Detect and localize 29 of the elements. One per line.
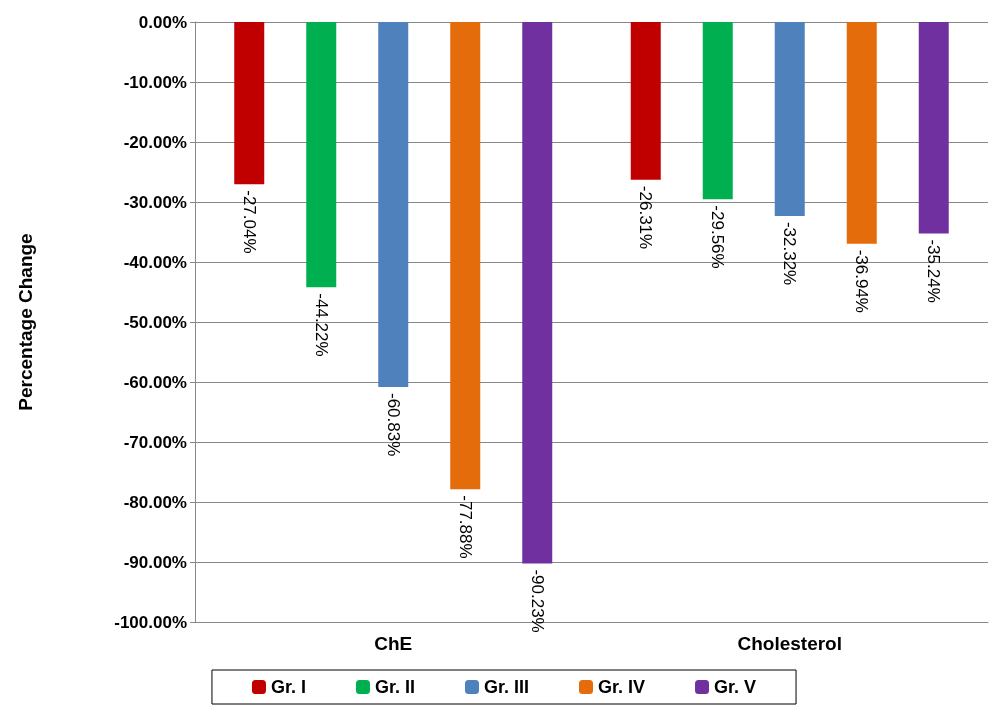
data-label: -26.31% [636,185,656,250]
legend-label: Gr. III [483,677,530,697]
y-tick-label: -90.00% [123,552,187,572]
data-label: -29.56% [708,205,728,269]
y-tick-label: -70.00% [123,432,187,452]
data-label: -90.23% [527,569,547,633]
x-tick-label: ChE [374,633,413,654]
data-label: -60.83% [383,392,403,457]
data-label: -32.32% [780,221,800,286]
y-tick-label: -80.00% [123,492,187,512]
y-tick-label: 0.00% [138,12,187,32]
legend-label: Gr. II [374,677,415,697]
y-tick-label: -30.00% [123,192,187,212]
data-label: -35.24% [924,239,944,303]
y-tick-label: -50.00% [123,312,187,332]
x-tick-label: Cholesterol [737,633,843,654]
y-tick-label: -20.00% [123,132,187,152]
data-label: -77.88% [455,495,475,559]
data-label: -36.94% [852,249,872,313]
y-axis-title: Percentage Change [15,233,36,411]
y-tick-label: -60.00% [123,372,187,392]
data-label: -27.04% [239,190,259,254]
legend-label: Gr. V [714,677,757,697]
y-tick-label: -10.00% [123,72,187,92]
legend-label: Gr. IV [598,677,646,697]
legend-label: Gr. I [270,677,306,697]
y-tick-label: -40.00% [123,252,187,272]
data-label: -44.22% [311,293,331,357]
y-tick-label: -100.00% [114,612,187,632]
